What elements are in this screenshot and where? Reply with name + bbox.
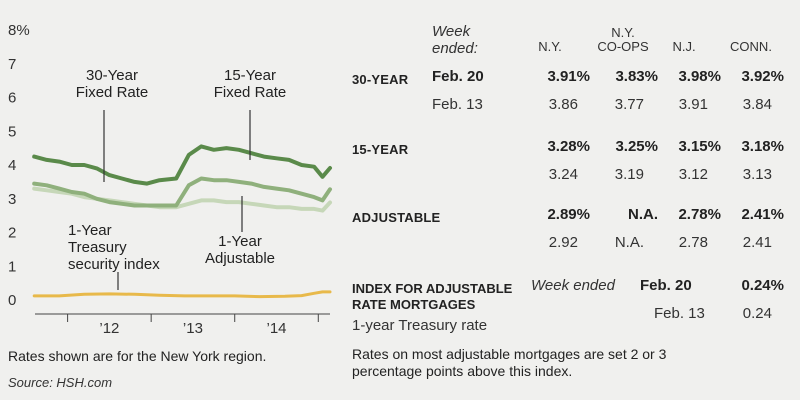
y-tick-label: 1 [8, 258, 16, 275]
series-annotation: 30-Year Fixed Rate [76, 67, 149, 101]
header-conn: CONN. [730, 39, 772, 54]
prev-adj-ny: 2.92 [548, 234, 578, 251]
row-label-30-year: 30-YEAR [352, 72, 409, 87]
series-line-1-year-adjustable [32, 186, 332, 213]
x-tick-label: ’14 [266, 320, 286, 337]
header-ny: N.Y. [538, 39, 562, 54]
y-tick-label: 4 [8, 157, 16, 174]
x-tick-label: ’12 [99, 320, 119, 337]
value-adj-nj: 2.78% [678, 206, 721, 223]
value-30-coops: 3.83% [615, 68, 658, 85]
index-title: INDEX FOR ADJUSTABLE RATE MORTGAGES [352, 281, 513, 312]
y-tick-label: 2 [8, 225, 16, 242]
y-tick-label: 3 [8, 191, 16, 208]
value-adj-ny: 2.89% [547, 206, 590, 223]
index-previous-week: Feb. 13 [654, 305, 705, 322]
header-coops: N.Y. CO-OPS [597, 25, 649, 54]
prev-30-nj: 3.91 [678, 96, 708, 113]
y-tick-label: 8% [8, 22, 30, 39]
week-previous-30: Feb. 13 [432, 96, 483, 113]
week-current-30: Feb. 20 [432, 68, 484, 85]
value-30-conn: 3.92% [741, 68, 784, 85]
header-week-ended: Week ended: [432, 23, 478, 57]
value-adj-conn: 2.41% [741, 206, 784, 223]
index-current-value: 0.24% [741, 277, 784, 294]
prev-adj-coops: N.A. [614, 234, 644, 251]
prev-15-conn: 3.13 [742, 166, 772, 183]
y-tick-label: 7 [8, 56, 16, 73]
series-annotation: 1-Year Adjustable [205, 233, 275, 267]
series-line-30-year-fixed-rate [32, 144, 332, 186]
y-tick-label: 5 [8, 123, 16, 140]
prev-15-ny: 3.24 [548, 166, 578, 183]
value-15-conn: 3.18% [741, 138, 784, 155]
value-15-ny: 3.28% [547, 138, 590, 155]
value-15-nj: 3.15% [678, 138, 721, 155]
series-line-1-year-treasury-security-index [32, 290, 332, 299]
row-label-15-year: 15-YEAR [352, 142, 409, 157]
source-credit: Source: HSH.com [8, 375, 113, 390]
index-subtitle: 1-year Treasury rate [352, 317, 488, 334]
series-line-15-year-fixed-rate [32, 176, 332, 208]
row-label-adjustable: ADJUSTABLE [352, 210, 441, 225]
prev-15-nj: 3.12 [678, 166, 708, 183]
prev-30-ny: 3.86 [548, 96, 578, 113]
index-current-week: Feb. 20 [640, 277, 692, 294]
prev-30-conn: 3.84 [742, 96, 772, 113]
value-30-ny: 3.91% [547, 68, 590, 85]
y-tick-label: 6 [8, 90, 16, 107]
prev-30-coops: 3.77 [614, 96, 644, 113]
value-adj-coops: N.A. [628, 206, 658, 223]
y-tick-label: 0 [8, 292, 16, 309]
series-annotation: 1-Year Treasury security index [68, 222, 160, 273]
prev-adj-nj: 2.78 [678, 234, 708, 251]
index-week-ended: Week ended [531, 277, 615, 294]
series-annotation: 15-Year Fixed Rate [214, 67, 287, 101]
index-previous-value: 0.24 [742, 305, 772, 322]
x-tick-label: ’13 [183, 320, 203, 337]
index-footnote: Rates on most adjustable mortgages are s… [352, 346, 667, 379]
chart-note: Rates shown are for the New York region. [8, 348, 267, 364]
header-nj: N.J. [672, 39, 696, 54]
prev-15-coops: 3.19 [614, 166, 644, 183]
value-15-coops: 3.25% [615, 138, 658, 155]
value-30-nj: 3.98% [678, 68, 721, 85]
prev-adj-conn: 2.41 [742, 234, 772, 251]
